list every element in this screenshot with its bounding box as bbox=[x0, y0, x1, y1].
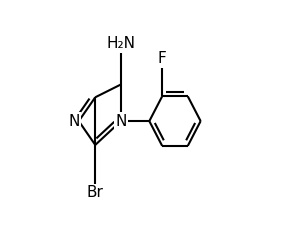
Text: F: F bbox=[158, 51, 166, 66]
Text: N: N bbox=[68, 114, 80, 129]
Text: Br: Br bbox=[87, 185, 104, 200]
Text: H₂N: H₂N bbox=[106, 36, 135, 51]
Text: N: N bbox=[115, 114, 127, 129]
